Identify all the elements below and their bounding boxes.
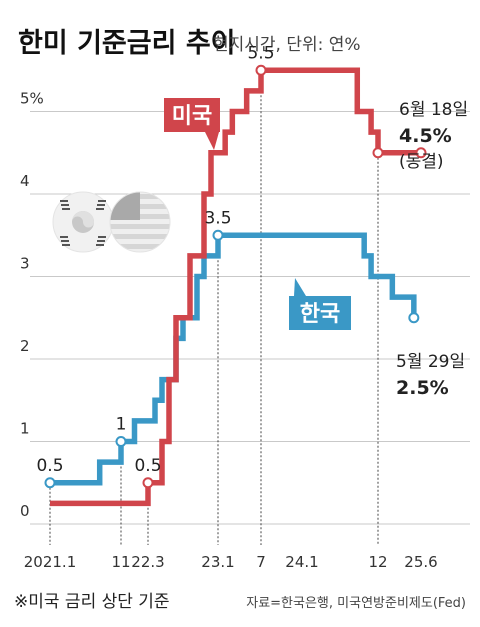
us-flag-icon [109,191,171,253]
chart-subtitle: 현지시간, 단위: 연% [213,35,361,55]
x-tick-label: 23.1 [201,553,234,571]
annotation-marker [142,477,154,489]
kr-series-tag: 한국 [289,278,351,330]
x-tick-label: 2021.1 [24,553,77,571]
source-note: 자료=한국은행, 미국연방준비제도(Fed) [246,595,466,611]
y-tick-label: 2 [20,337,30,355]
annotation-label: 3.5 [204,208,231,228]
x-tick-label: 22.3 [131,553,164,571]
kr-end-value: 2.5% [396,377,449,399]
x-tick-label: 25.6 [404,553,437,571]
us-end-value: 4.5% [399,125,452,147]
x-tick-label: 11 [111,553,130,571]
annotation-markers: 0.5 1 0.5 3.5 5.5 [36,43,427,489]
kr-series-label: 한국 [300,302,340,327]
series-marker [372,147,384,159]
annotation-label: 1 [116,415,127,435]
us-end-note: (동결) [399,152,444,172]
us-end-date: 6월 18일 [399,100,468,120]
x-tick-label: 7 [256,553,266,571]
annotation-label: 5.5 [247,43,274,63]
gridlines [30,111,470,525]
y-tick-label: 3 [20,255,30,273]
footnote: ※미국 금리 상단 기준 [14,592,170,612]
annotation-label: 0.5 [36,456,63,476]
y-tick-label: 4 [20,172,30,190]
x-axis-ticks: 2021.1 11 22.3 23.1 7 24.1 12 25.6 [24,553,438,571]
annotation-marker [212,229,224,241]
us-end-marker [415,147,427,159]
chart-title: 한미 기준금리 추이 [18,28,236,59]
annotation-label: 0.5 [134,456,161,476]
flag-icons [52,191,171,253]
us-series-tag: 미국 [164,98,220,150]
annotation-marker [44,477,56,489]
us-series-label: 미국 [172,104,212,129]
x-tick-label: 12 [368,553,387,571]
kr-end-marker [408,312,420,324]
y-tick-label: 5% [20,90,44,108]
x-tick-label: 24.1 [285,553,318,571]
y-tick-label: 1 [20,420,30,438]
kr-end-date: 5월 29일 [396,352,465,372]
series-lines [50,67,421,507]
series-line [50,67,421,507]
korea-flag-icon [52,191,114,253]
annotation-marker [255,64,267,76]
y-tick-label: 0 [20,502,30,520]
y-axis-ticks: 0 1 2 3 4 5% [20,90,44,521]
annotation-marker [115,436,127,447]
